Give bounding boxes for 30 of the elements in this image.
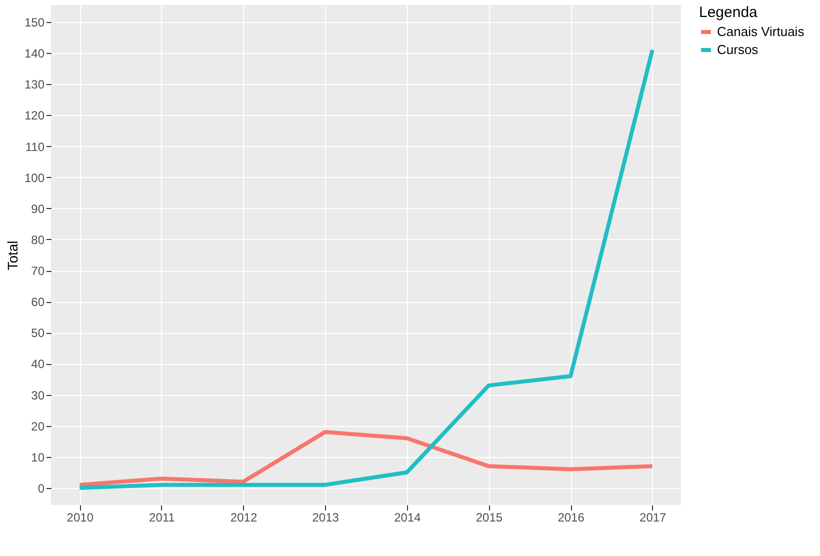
- y-tick-label: 0: [38, 481, 45, 496]
- y-tick-label: 150: [24, 16, 45, 30]
- y-tick-label: 20: [31, 419, 45, 434]
- line-series: [78, 430, 654, 487]
- x-tick-label: 2015: [476, 510, 503, 524]
- line-series: [78, 48, 654, 490]
- x-tick-label: 2017: [640, 510, 667, 524]
- legend-label: Canais Virtuais: [717, 24, 805, 39]
- legend-title: Legenda: [699, 4, 758, 21]
- x-tick-label: 2010: [66, 510, 94, 524]
- y-tick-label: 80: [31, 232, 45, 247]
- y-tick-label: 120: [24, 108, 45, 123]
- y-tick-label: 130: [24, 78, 45, 92]
- y-tick-label: 70: [31, 264, 45, 278]
- y-tick-label: 40: [31, 357, 45, 372]
- y-tick-label: 60: [31, 295, 45, 310]
- x-tick-label: 2016: [558, 510, 585, 524]
- x-tick-label: 2013: [312, 510, 340, 524]
- y-tick-label: 110: [25, 140, 45, 154]
- x-tick-label: 2014: [394, 510, 422, 524]
- y-tick-label: 100: [24, 170, 45, 185]
- y-tick-label: 140: [24, 46, 45, 61]
- x-tick-label: 2012: [230, 510, 258, 524]
- y-axis-title: Total: [4, 240, 20, 270]
- x-tick-label: 2011: [149, 510, 176, 524]
- legend-label: Cursos: [717, 42, 759, 57]
- y-tick-label: 30: [31, 388, 45, 402]
- y-tick-label: 90: [31, 202, 45, 216]
- y-tick-label: 10: [31, 450, 45, 464]
- y-tick-label: 50: [31, 326, 45, 340]
